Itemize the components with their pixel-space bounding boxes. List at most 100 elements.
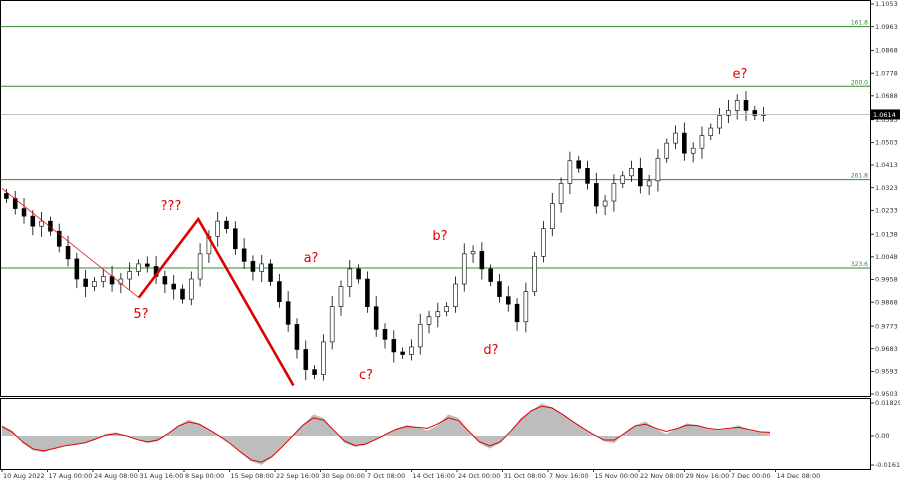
main-pane-frame [0,0,871,397]
candle-body [400,351,405,355]
candle-body [100,276,106,282]
time-tick-label: 31 Aug 16:00 [140,472,184,480]
candle-body [365,278,370,307]
candle-body [646,180,652,187]
current-price-label: 1.0614 [873,111,896,119]
candle-body [48,220,53,232]
candle-body [409,346,414,355]
macd-pane-frame [0,398,871,470]
candle-body [56,230,62,247]
candle-body [505,296,511,305]
candle-body [127,271,132,280]
candle-body [417,324,423,348]
time-tick-label: 15 Nov 00:00 [595,472,639,480]
candle-body [461,253,467,285]
trend-line [1,188,140,298]
time-tick-label: 14 Oct 16:00 [413,472,455,480]
time-tick-label: 30 Sep 00:00 [322,472,365,480]
time-tick-label: 8 Sep 00:00 [185,472,224,480]
candle-body [338,286,344,307]
candle-body [12,198,18,209]
candle-body [514,303,520,323]
price-tick-label: 0.9958 [875,276,898,284]
candle-body [303,349,309,370]
candle-body [602,200,608,207]
candle-body [136,263,141,272]
candle-body [294,324,300,350]
candle-body [558,183,564,204]
candles [4,91,766,381]
time-tick-label: 29 Nov 16:00 [686,472,730,480]
candle-body [611,183,617,202]
candle-body [638,168,643,187]
price-tick-label: 0.9683 [875,345,898,353]
price-tick-label: 1.1053 [875,0,898,8]
time-tick-label: 15 Sep 08:00 [231,472,274,480]
candle-body [144,263,150,267]
price-tick-label: 0.9503 [875,390,898,398]
macd-tick-label: 0.01829 [875,399,900,407]
candle-body [277,281,282,302]
candle-body [171,283,176,290]
candle-body [329,306,335,343]
candle-body [391,339,397,353]
time-tick-label: 17 Aug 00:00 [49,472,93,480]
wave-label-7: e? [733,67,748,82]
candle-body [180,288,185,300]
candle-body [65,246,71,260]
candle-body [74,258,80,280]
time-tick-label: 7 Dec 00:00 [731,472,771,480]
candle-body [673,132,678,144]
candle-body [567,160,573,184]
wave-label-3: a? [304,251,319,266]
time-tick-label: 24 Aug 08:00 [94,472,138,480]
candle-body [30,215,36,227]
candle-body [488,268,493,282]
candle-body [752,110,758,116]
macd-tick-label: -0.0161 [875,461,900,469]
price-tick-label: 1.0963 [875,23,898,31]
price-tick-label: 1.0593 [875,116,898,124]
candle-body [285,301,291,325]
candle-body [224,220,229,229]
price-tick-label: 0.9868 [875,298,898,306]
candle-body [550,203,555,229]
candle-body [743,100,749,111]
time-tick-label: 22 Nov 08:00 [640,472,684,480]
wave-label-6: d? [483,343,498,358]
candle-body [497,281,502,297]
fib-level-label: 323.6 [851,261,868,268]
candle-body [444,306,449,313]
price-tick-label: 1.0323 [875,184,898,192]
time-tick-label: 31 Oct 08:00 [504,472,546,480]
price-tick-label: 0.9773 [875,322,898,330]
candle-body [83,278,88,287]
candle-body [690,147,696,154]
current-price-marker [871,109,900,120]
candle-body [655,157,661,182]
time-tick-label: 7 Nov 16:00 [549,472,589,480]
wave-path [137,216,295,387]
candle-body [629,168,634,177]
price-tick-label: 1.0503 [875,139,898,147]
candle-body [734,100,740,111]
wave-label-4: b? [432,229,447,244]
macd-tick-label: 0.00 [875,432,889,440]
candle-body [197,253,203,280]
price-tick-label: 1.0868 [875,47,898,55]
candle-body [268,263,273,282]
fib-level-label: 261.8 [851,173,868,180]
wave-label-2: ??? [161,199,182,214]
price-tick-label: 1.0233 [875,207,898,215]
candle-body [259,263,265,272]
candle-body [21,208,27,217]
candle-body [426,316,432,325]
candle-body [585,168,590,184]
candle-body [356,268,361,280]
candle-body [664,142,670,159]
candle-body [4,193,9,199]
candle-body [453,283,458,307]
candle-body [321,341,326,375]
